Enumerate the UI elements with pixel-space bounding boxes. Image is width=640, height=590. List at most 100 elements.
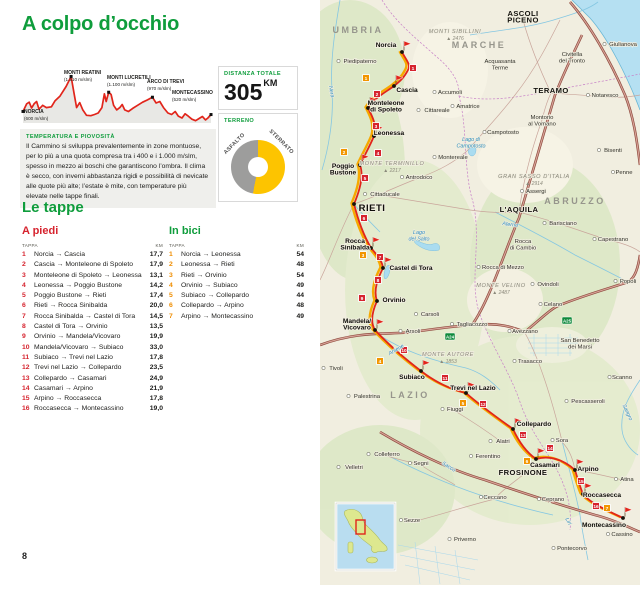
walking-stage-marker	[361, 174, 369, 182]
stage-km: 14,5	[149, 312, 163, 320]
stage-number: 13	[22, 374, 30, 382]
town-label: Cittaducale	[370, 192, 400, 198]
route-town-dot	[372, 134, 376, 138]
climate-label: TEMPERATURA E PIOVOSITÀ	[26, 134, 115, 140]
stage-km: 17,8	[149, 395, 163, 403]
stage-km: 49	[296, 312, 304, 320]
stage-number: 16	[22, 405, 30, 413]
walking-stage-marker-number: 12	[480, 402, 486, 408]
walking-stage-marker	[479, 400, 487, 408]
town-label: Popoli	[620, 279, 636, 285]
cycling-table-header: TAPPA KM	[169, 243, 304, 248]
walking-stage-marker	[546, 444, 554, 452]
town-dot	[450, 104, 455, 108]
town-dot	[551, 546, 556, 550]
stage-route: Subiaco → Trevi nel Lazio	[34, 353, 113, 361]
italy-silhouette	[344, 508, 388, 553]
town-dot	[398, 329, 403, 333]
town-dot	[416, 108, 421, 112]
stage-route: Rieti → Orvinio	[181, 271, 227, 279]
profile-label-arco-di-trevi: ARCO DI TREVI (970 m/slm)	[147, 79, 185, 91]
stage-km: 17,4	[149, 292, 163, 300]
route-town-label: Castel di Tora	[389, 265, 432, 272]
stage-route: Arpino → Montecassino	[181, 312, 254, 320]
town-dot	[602, 42, 607, 46]
stage-km: 23,5	[149, 364, 163, 372]
stage-row: 1 Norcia → Cascia 17,7	[22, 250, 163, 260]
stage-number: 1	[22, 251, 26, 258]
region-label: UMBRIA	[333, 25, 384, 35]
stage-row: 3 Monteleone di Spoleto → Leonessa 13,1	[22, 271, 163, 281]
total-distance-box: DISTANZA TOTALE 305KM	[218, 66, 298, 110]
stage-km: 17,7	[149, 251, 163, 258]
town-dot	[607, 375, 612, 379]
profile-label-monti-lucretili: MONTI LUCRETILI (1.100 m/slm)	[107, 75, 151, 87]
stage-number: 15	[22, 395, 30, 403]
stage-route: Collepardo → Casamari	[34, 374, 107, 382]
stage-route: Leonessa → Poggio Bustone	[34, 281, 123, 289]
col-km: KM	[296, 243, 304, 248]
stage-number: 12	[22, 364, 30, 372]
cycling-stage-marker-number: 2	[343, 150, 346, 156]
stage-route: Orvinio → Subiaco	[181, 281, 238, 289]
town-label: Celano	[544, 302, 563, 308]
walking-stage-marker	[400, 346, 408, 354]
town-label: Pescasseroli	[571, 399, 604, 405]
walking-stage-marker	[373, 90, 381, 98]
water-label: Lago di Campotosto	[456, 137, 485, 149]
region-borders	[381, 0, 640, 531]
stage-route: Collepardo → Arpino	[181, 302, 244, 310]
distance-value: 305KM	[224, 78, 278, 105]
stage-number: 3	[22, 271, 26, 279]
walking-stage-marker	[592, 502, 600, 510]
stage-km: 54	[296, 251, 304, 258]
town-dot	[336, 465, 341, 469]
walking-stage-marker	[360, 214, 368, 222]
stage-km: 14,2	[149, 281, 163, 289]
town-label: Scanno	[612, 375, 633, 381]
motorways-layer	[319, 1, 640, 534]
stage-km: 48	[296, 302, 304, 310]
town-label: Accumoli	[438, 90, 462, 96]
town-dot	[482, 130, 487, 134]
walking-stage-marker	[376, 253, 384, 261]
elevation-profile-chart: NORCIA (600 m/slm) MONTI REATINI (1.510 m/…	[20, 66, 216, 128]
route-town-label: Cascia	[396, 87, 418, 94]
city-label: TERAMO	[533, 86, 568, 95]
roads-layer	[319, 19, 640, 523]
route-town-dot	[373, 328, 377, 332]
town-label: Barisciano	[549, 221, 577, 227]
town-dot	[432, 90, 437, 94]
walking-stage-marker-number: 5	[364, 176, 367, 182]
col-km: KM	[155, 243, 163, 248]
town-dot	[399, 518, 403, 522]
town-dot	[488, 439, 493, 443]
stage-flag-icon	[537, 447, 546, 454]
mountain-elevation-label: ▲ 2914	[525, 181, 543, 187]
italy-inset-map	[334, 501, 397, 572]
stage-route: Rocca Sinibalda → Castel di Tora	[34, 312, 136, 320]
town-label: Ceprano	[542, 497, 565, 503]
town-dot	[586, 93, 590, 97]
stage-flag-icon	[624, 506, 633, 513]
inset-highlight-rect	[355, 519, 366, 535]
route-town-label: Casamari	[530, 462, 560, 469]
city-label: ASCOLI PICENO	[507, 9, 539, 24]
town-dot	[336, 59, 341, 63]
route-town-label: Trevi nel Lazio	[450, 385, 495, 392]
stage-flag-icon	[372, 236, 381, 243]
cycling-table-body: 1 Norcia → Leonessa 54 2 Leonessa → Rieti 48 3…	[169, 250, 304, 322]
stage-route: Subiaco → Collepardo	[181, 292, 250, 300]
town-dot	[321, 366, 326, 370]
cycling-stage-marker-number: 6	[526, 459, 529, 465]
stage-number: 11	[22, 353, 30, 361]
profile-area	[23, 76, 211, 123]
stage-number: 14	[22, 384, 30, 392]
town-label: Tivoli	[329, 366, 343, 372]
mountain-elevation-label: ▲ 2217	[383, 168, 401, 174]
town-dot	[363, 192, 367, 196]
stage-number: 6	[22, 302, 26, 310]
route-town-label: Arpino	[577, 466, 598, 473]
town-label: Pontecorvo	[557, 546, 588, 552]
